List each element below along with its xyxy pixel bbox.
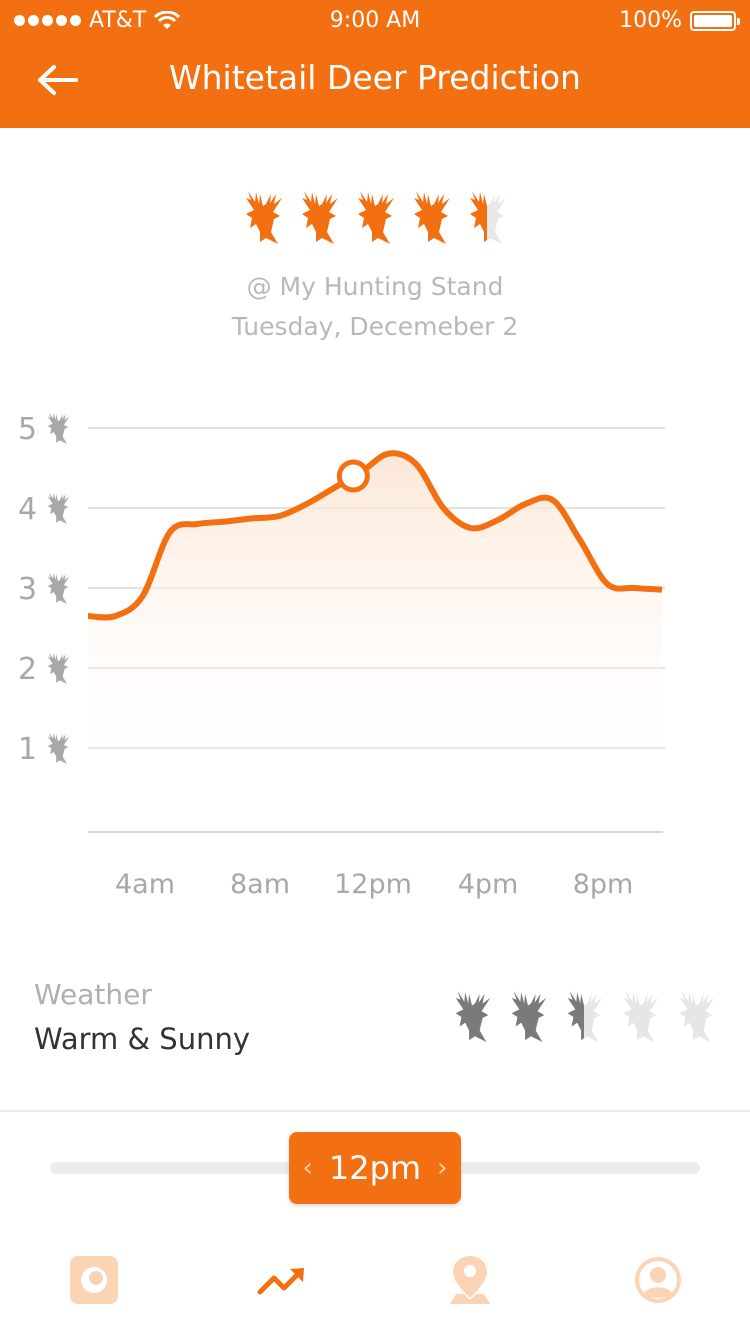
y-tick-label: 2 <box>18 652 37 687</box>
tab-trends[interactable] <box>252 1250 312 1310</box>
deer-head-icon <box>47 492 70 524</box>
deer-head-icon <box>504 988 552 1048</box>
deer-head-icon <box>616 988 664 1048</box>
deer-head-icon <box>47 412 70 444</box>
y-tick-label: 5 <box>18 412 37 447</box>
x-tick-label: 4am <box>115 869 175 900</box>
deer-head-icon <box>350 188 400 250</box>
carrier-label: AT&T <box>89 8 147 33</box>
series-area <box>88 453 662 788</box>
x-tick-label: 8pm <box>573 869 634 900</box>
status-bar: AT&T 9:00 AM 100% <box>0 0 750 40</box>
chevron-right-icon[interactable]: › <box>437 1153 448 1183</box>
y-tick-label: 3 <box>18 572 37 607</box>
chevron-left-icon[interactable]: ‹ <box>302 1153 313 1183</box>
deer-head-icon <box>672 988 720 1048</box>
selected-point[interactable] <box>336 459 370 493</box>
deer-head-icon <box>47 732 70 764</box>
battery-percent: 100% <box>619 8 682 33</box>
x-tick-label: 8am <box>230 869 290 900</box>
battery-icon <box>690 10 740 31</box>
deer-head-icon <box>238 188 288 250</box>
profile-icon <box>635 1257 681 1303</box>
location-label: @ My Hunting Stand <box>246 272 504 301</box>
deer-head-icon <box>560 988 608 1048</box>
y-tick-label: 1 <box>18 732 37 767</box>
y-tick-label: 4 <box>18 492 37 527</box>
series-line <box>87 450 663 621</box>
date-label: Tuesday, Decemeber 2 <box>231 312 519 341</box>
prediction-rating <box>238 188 512 250</box>
deer-head-icon <box>462 188 512 250</box>
time-slider-thumb[interactable]: ‹ 12pm › <box>289 1132 461 1204</box>
map-pin-icon <box>450 1256 490 1304</box>
trending-up-icon <box>257 1268 304 1295</box>
signal-icon <box>14 15 81 26</box>
app-header: AT&T 9:00 AM 100% Whitetail Deer Predict… <box>0 0 750 128</box>
deer-head-icon <box>406 188 456 250</box>
weather-label: Weather <box>34 978 152 1011</box>
deer-head-icon <box>294 188 344 250</box>
activity-chart: 5 4 3 2 1 4am 8am 12pm 4pm 8pm <box>18 412 665 900</box>
deer-head-icon <box>448 988 496 1048</box>
arrow-left-icon[interactable] <box>34 60 84 100</box>
wifi-icon <box>154 10 181 29</box>
x-tick-label: 4pm <box>458 869 519 900</box>
divider <box>0 1110 750 1112</box>
page-title: Whitetail Deer Prediction <box>169 58 581 97</box>
slider-value: 12pm <box>328 1149 422 1187</box>
clock: 9:00 AM <box>329 8 421 33</box>
weather-rating <box>448 988 720 1048</box>
camera-icon <box>70 1256 118 1304</box>
x-tick-label: 12pm <box>334 869 412 900</box>
deer-head-icon <box>47 652 70 684</box>
weather-value: Warm & Sunny <box>34 1022 251 1056</box>
tab-profile[interactable] <box>628 1250 688 1310</box>
deer-head-icon <box>47 572 70 604</box>
tab-map[interactable] <box>440 1250 500 1310</box>
tab-camera[interactable] <box>64 1250 124 1310</box>
